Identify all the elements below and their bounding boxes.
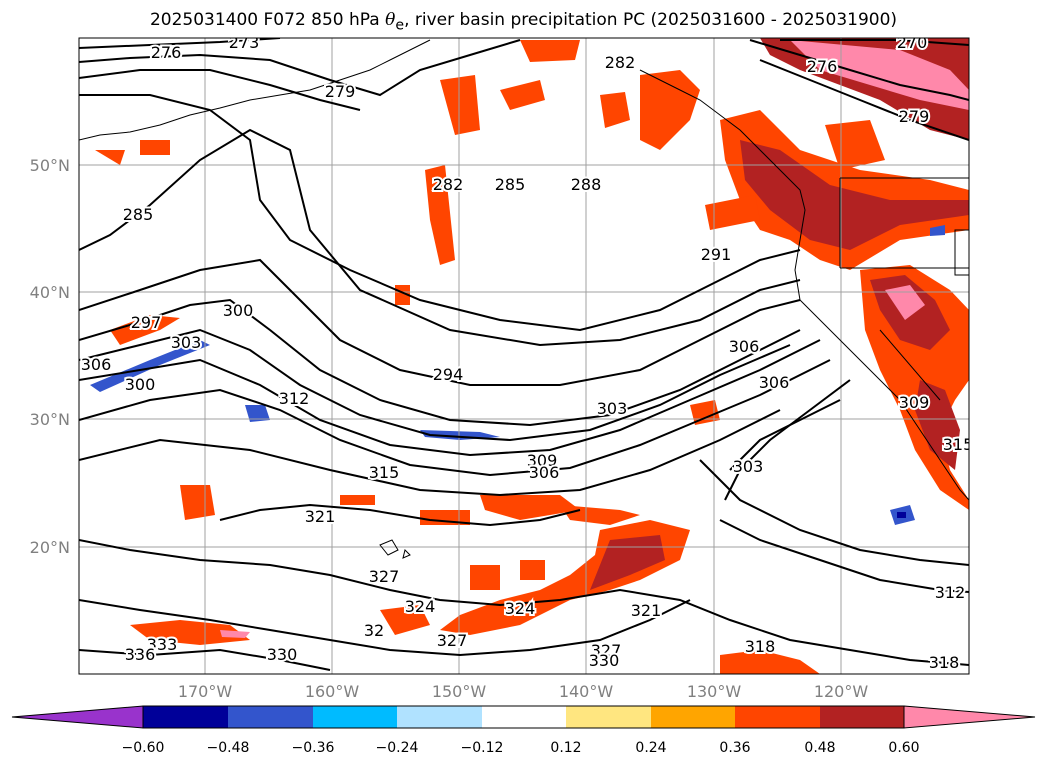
colorbar-bin-8 — [735, 706, 820, 728]
contour-label: 285 — [123, 205, 154, 224]
contour-label: 32 — [364, 621, 384, 640]
lat-label-30n: 30°N — [30, 410, 70, 429]
contour-label: 279 — [325, 82, 356, 101]
contour-label: 327 — [437, 631, 468, 650]
contour-label: 315 — [369, 463, 400, 482]
colorbar-over-arrow — [903, 705, 1036, 729]
colorbar-bin-7 — [651, 706, 735, 728]
contour-label: 330 — [589, 651, 620, 670]
colorbar-tick: −0.48 — [207, 740, 250, 756]
contour-label: 300 — [223, 301, 254, 320]
contour-label: 315 — [943, 435, 974, 454]
colorbar-bin-9 — [820, 706, 904, 728]
colorbar-bin-4 — [397, 706, 482, 728]
contour-label: 312 — [935, 583, 966, 602]
lat-label-40n: 40°N — [30, 283, 70, 302]
precipitation-shading — [90, 38, 969, 674]
contour-label: 303 — [597, 399, 628, 418]
contour-label: 282 — [605, 53, 636, 72]
contour-label: 324 — [405, 597, 436, 616]
contour-label: 336 — [125, 645, 156, 664]
colorbar-tick: 0.24 — [635, 740, 666, 756]
contour-label: 288 — [571, 175, 602, 194]
contour-label: 306 — [81, 355, 112, 374]
contour-label: 306 — [529, 463, 560, 482]
contour-label: 318 — [745, 637, 776, 656]
contour-label: 324 — [505, 599, 536, 618]
lon-label-130w: 130°W — [687, 682, 742, 701]
contour-label: 327 — [369, 567, 400, 586]
lat-label-50n: 50°N — [30, 156, 70, 175]
contour-label: 285 — [495, 175, 526, 194]
contour-label: 294 — [433, 365, 464, 384]
contour-label: 330 — [267, 645, 298, 664]
colorbar-tick: −0.36 — [292, 740, 335, 756]
colorbar-tick: 0.48 — [804, 740, 835, 756]
contour-label: 321 — [305, 507, 336, 526]
colorbar-bin-2 — [228, 706, 313, 728]
contour-label: 306 — [729, 337, 760, 356]
contour-label: 333 — [147, 635, 178, 654]
coastlines — [79, 39, 969, 559]
colorbar: −0.60 −0.48 −0.36 −0.24 −0.12 0.12 0.24 … — [11, 705, 1036, 756]
lat-label-20n: 20°N — [30, 538, 70, 557]
colorbar-bin-1 — [143, 706, 228, 728]
colorbar-tick: 0.36 — [719, 740, 750, 756]
colorbar-tick: −0.12 — [461, 740, 504, 756]
colorbar-bin-5 — [482, 706, 566, 728]
contour-label: 300 — [125, 375, 156, 394]
lon-label-170w: 170°W — [178, 682, 233, 701]
contour-label: 276 — [807, 57, 838, 76]
contour-label: 291 — [701, 245, 732, 264]
contour-label: 297 — [131, 313, 162, 332]
contour-label: 309 — [899, 393, 930, 412]
colorbar-under-arrow — [11, 705, 144, 729]
contour-label: 279 — [899, 107, 930, 126]
map-title: 2025031400 F072 850 hPa θe, river basin … — [149, 10, 898, 34]
lon-label-150w: 150°W — [432, 682, 487, 701]
lon-label-140w: 140°W — [559, 682, 614, 701]
gridlines — [79, 38, 969, 674]
contour-label: 270 — [897, 33, 928, 52]
contour-label: 321 — [631, 601, 662, 620]
contour-label: 309 — [527, 451, 558, 470]
contour-label: 327 — [591, 641, 622, 660]
contour-label: 303 — [733, 457, 764, 476]
contour-label: 318 — [929, 653, 960, 672]
contour-labels: 276 273 279 282 270 276 279 285 282 285 288 291 297 3… — [79, 33, 974, 674]
lon-label-120w: 120°W — [814, 682, 869, 701]
map-frame — [78, 37, 970, 675]
colorbar-tick: −0.24 — [376, 740, 419, 756]
colorbar-bin-6 — [566, 706, 651, 728]
contour-label: 273 — [229, 33, 260, 52]
contour-label: 282 — [433, 175, 464, 194]
colorbar-tick: 0.12 — [550, 740, 581, 756]
colorbar-tick: −0.60 — [122, 740, 165, 756]
contour-label: 276 — [151, 43, 182, 62]
contour-label: 306 — [759, 373, 790, 392]
colorbar-bin-3 — [313, 706, 397, 728]
theta-e-contours — [79, 38, 969, 671]
contour-label: 312 — [279, 389, 310, 408]
map-area: 276 273 279 282 270 276 279 285 282 285 288 291 297 3… — [79, 33, 974, 674]
lon-label-160w: 160°W — [305, 682, 360, 701]
contour-label: 303 — [171, 333, 202, 352]
colorbar-tick: 0.60 — [888, 740, 919, 756]
